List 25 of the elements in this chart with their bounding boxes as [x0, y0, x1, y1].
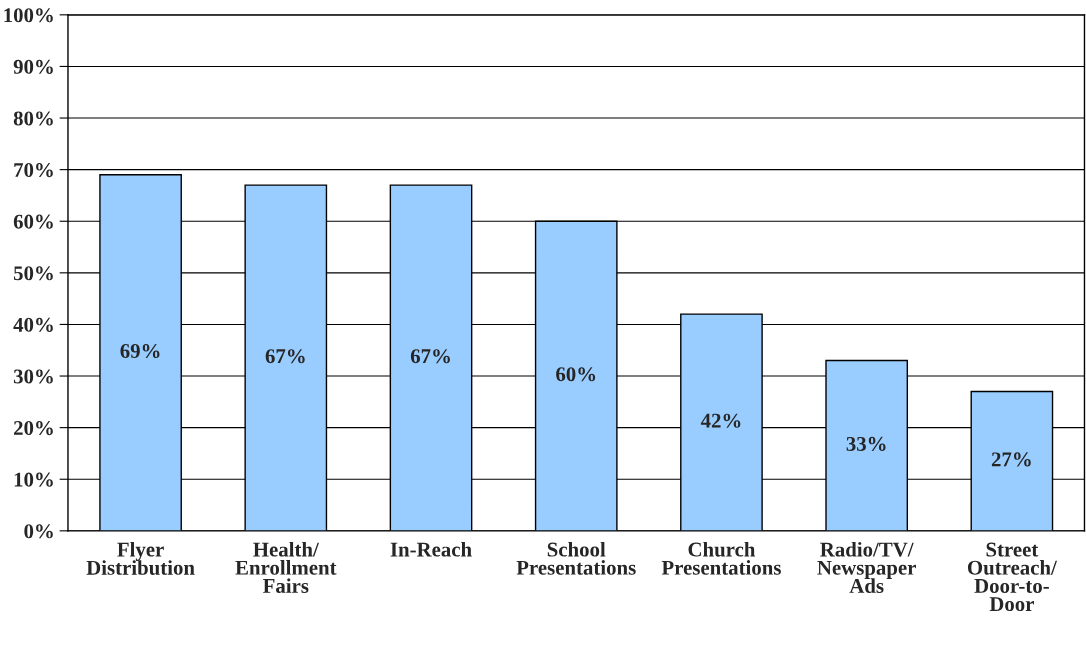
y-tick-label: 80% [13, 111, 53, 126]
x-tick-label: In-Reach [390, 541, 472, 557]
y-tick-label: 50% [13, 266, 53, 281]
y-tick-label: 90% [13, 59, 53, 74]
x-tick-label: Church Presentations [661, 541, 781, 575]
data-label: 42% [700, 413, 741, 428]
x-tick-label: School Presentations [516, 541, 636, 575]
data-label: 60% [556, 367, 596, 382]
y-tick-label: 30% [13, 369, 53, 384]
x-tick-label: Health/ Enrollment Fairs [235, 541, 337, 593]
data-label: 27% [991, 452, 1031, 467]
x-tick-label: Radio/TV/ Newspaper Ads [817, 541, 916, 593]
y-tick-label: 70% [14, 163, 53, 178]
y-tick-label: 60% [13, 214, 53, 229]
data-label: 69% [120, 343, 160, 359]
x-tick-label: Street Outreach/ Door-to- Door [967, 542, 1058, 612]
data-label: 67% [265, 349, 305, 364]
data-label: 33% [846, 436, 886, 451]
x-tick-label: Flyer Distribution [86, 541, 195, 575]
y-tick-label: 10% [14, 472, 53, 487]
y-tick-label: 100% [4, 8, 53, 23]
data-label: 67% [410, 349, 450, 364]
y-tick-label: 40% [13, 317, 53, 332]
y-tick-label: 20% [14, 421, 53, 436]
y-tick-label: 0% [24, 524, 53, 539]
